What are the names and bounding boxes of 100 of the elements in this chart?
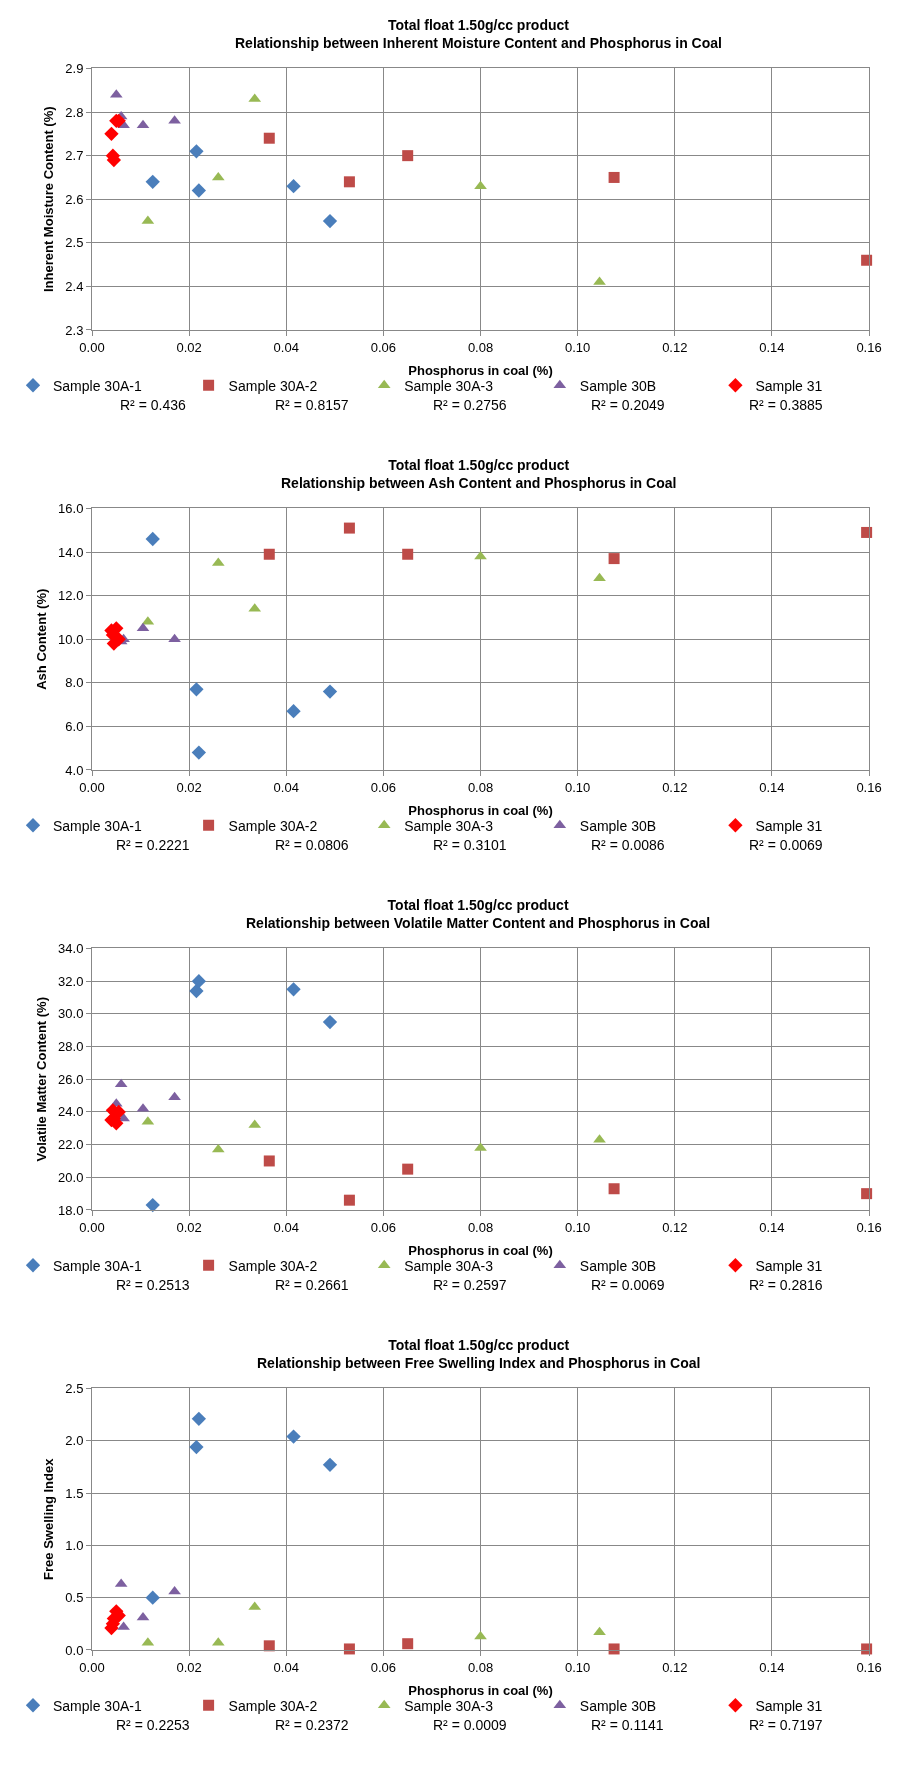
legend-label: Sample 30A-2 <box>228 1697 318 1714</box>
x-axis-title: Phosphorus in coal (%) <box>408 1243 553 1259</box>
legend-label: Sample 30A-3 <box>404 1257 494 1274</box>
x-tick-label: 0.04 <box>273 1659 299 1675</box>
chart-subtitle: Relationship between Volatile Matter Content and Phosphorus in Coal <box>246 915 711 932</box>
y-tick-label: 10.0 <box>58 631 84 647</box>
legend-label: Sample 30A-1 <box>53 817 142 834</box>
x-tick-label: 0.06 <box>370 1219 397 1235</box>
chart-subtitle: Relationship between Free Swelling Index and Phosphorus in Coal <box>257 1355 701 1372</box>
y-axis-title: Ash Content (%) <box>34 588 50 690</box>
legend-label: Sample 30A-2 <box>228 1257 318 1274</box>
y-tick-label: 1.5 <box>65 1485 84 1501</box>
text: R² = 0.2372 <box>275 1717 349 1733</box>
legend-label: Sample 30A-1 <box>53 1697 142 1714</box>
y-tick-label: 4.0 <box>65 762 84 778</box>
x-tick-label: 0.10 <box>565 779 591 795</box>
y-tick-label: 0.0 <box>65 1642 84 1658</box>
x-tick-label: 0.04 <box>273 339 299 355</box>
text: R² = 0.436 <box>120 397 186 413</box>
x-tick-label: 0.14 <box>759 339 785 355</box>
x-tick-label: 0.02 <box>176 779 202 795</box>
legend-label: Sample 31 <box>755 1697 823 1714</box>
legend-label: Sample 30A-1 <box>53 1257 142 1274</box>
legend-label: Sample 31 <box>755 1257 823 1274</box>
legend-label: Sample 30A-2 <box>228 377 318 394</box>
x-tick-label: 0.14 <box>759 779 785 795</box>
text: R² = 0.2816 <box>749 1277 823 1293</box>
legend-label: Sample 30A-3 <box>404 1697 494 1714</box>
x-axis-title: Phosphorus in coal (%) <box>408 803 553 819</box>
text: R² = 0.2513 <box>116 1277 190 1293</box>
x-tick-label: 0.16 <box>856 339 882 355</box>
y-tick-label: 2.6 <box>65 191 84 207</box>
x-tick-label: 0.08 <box>467 1219 494 1235</box>
y-tick-label: 2.5 <box>65 1381 84 1397</box>
y-tick-label: 2.0 <box>65 1433 84 1449</box>
x-tick-label: 0.12 <box>662 779 688 795</box>
x-tick-label: 0.04 <box>273 779 299 795</box>
y-tick-label: 14.0 <box>58 544 84 560</box>
y-tick-label: 20.0 <box>58 1169 84 1185</box>
y-tick-label: 6.0 <box>65 718 84 734</box>
y-tick-label: 28.0 <box>58 1039 84 1055</box>
x-axis-title: Phosphorus in coal (%) <box>408 363 553 379</box>
y-tick-label: 2.5 <box>65 235 84 251</box>
legend-label: Sample 31 <box>755 377 823 394</box>
text: R² = 0.2049 <box>591 397 665 413</box>
text: R² = 0.3101 <box>433 837 507 853</box>
text: R² = 0.3885 <box>749 397 823 413</box>
chart-subtitle: Relationship between Inherent Moisture Content and Phosphorus in Coal <box>235 35 722 52</box>
legend-label: Sample 30B <box>579 377 657 394</box>
x-tick-label: 0.08 <box>467 339 494 355</box>
chart-title: Total float 1.50g/cc product <box>387 897 569 913</box>
x-tick-label: 0.16 <box>856 1219 882 1235</box>
text: R² = 0.2756 <box>433 397 507 413</box>
y-tick-label: 16.0 <box>58 501 84 517</box>
legend-label: Sample 30A-3 <box>404 377 494 394</box>
x-tick-label: 0.02 <box>176 1219 202 1235</box>
y-tick-label: 24.0 <box>58 1104 84 1120</box>
x-tick-label: 0.10 <box>565 1659 591 1675</box>
x-tick-label: 0.08 <box>467 779 494 795</box>
x-tick-label: 0.06 <box>370 779 397 795</box>
x-tick-label: 0.08 <box>467 1659 494 1675</box>
legend-label: Sample 31 <box>755 817 823 834</box>
x-tick-label: 0.04 <box>273 1219 299 1235</box>
text: R² = 0.2253 <box>116 1717 190 1733</box>
y-tick-label: 2.7 <box>65 148 84 164</box>
chart-title: Total float 1.50g/cc product <box>387 17 570 33</box>
y-tick-label: 26.0 <box>58 1071 84 1087</box>
y-tick-label: 1.0 <box>65 1537 84 1553</box>
chart-title: Total float 1.50g/cc product <box>388 457 570 473</box>
x-tick-label: 0.00 <box>79 1219 105 1235</box>
y-axis-title: Free Swelling Index <box>41 1457 57 1580</box>
x-axis-title: Phosphorus in coal (%) <box>408 1683 553 1699</box>
text: R² = 0.0806 <box>275 837 349 853</box>
legend-label: Sample 30A-2 <box>228 817 318 834</box>
text: R² = 0.0069 <box>749 837 823 853</box>
legend-label: Sample 30A-3 <box>404 817 494 834</box>
x-tick-label: 0.10 <box>565 1219 591 1235</box>
y-tick-label: 34.0 <box>58 941 84 957</box>
chart-subtitle: Relationship between Ash Content and Phosphorus in Coal <box>281 475 677 492</box>
y-tick-label: 18.0 <box>58 1202 84 1218</box>
x-tick-label: 0.12 <box>662 339 688 355</box>
y-tick-label: 2.3 <box>65 322 84 338</box>
legend-label: Sample 30A-1 <box>53 377 142 394</box>
y-tick-label: 8.0 <box>65 675 84 691</box>
x-tick-label: 0.12 <box>662 1219 688 1235</box>
legend-label: Sample 30B <box>579 817 657 834</box>
text: R² = 0.7197 <box>749 1717 823 1733</box>
y-tick-label: 12.0 <box>58 588 84 604</box>
x-tick-label: 0.00 <box>79 779 105 795</box>
text: R² = 0.0086 <box>591 837 665 853</box>
y-axis-title: Volatile Matter Content (%) <box>34 997 50 1162</box>
x-tick-label: 0.10 <box>565 339 591 355</box>
x-tick-label: 0.06 <box>370 339 397 355</box>
text: R² = 0.2221 <box>116 837 190 853</box>
x-tick-label: 0.06 <box>370 1659 397 1675</box>
text: R² = 0.8157 <box>275 397 349 413</box>
x-tick-label: 0.00 <box>79 339 105 355</box>
text: R² = 0.0069 <box>591 1277 665 1293</box>
y-tick-label: 2.8 <box>65 104 84 120</box>
x-tick-label: 0.16 <box>856 779 882 795</box>
